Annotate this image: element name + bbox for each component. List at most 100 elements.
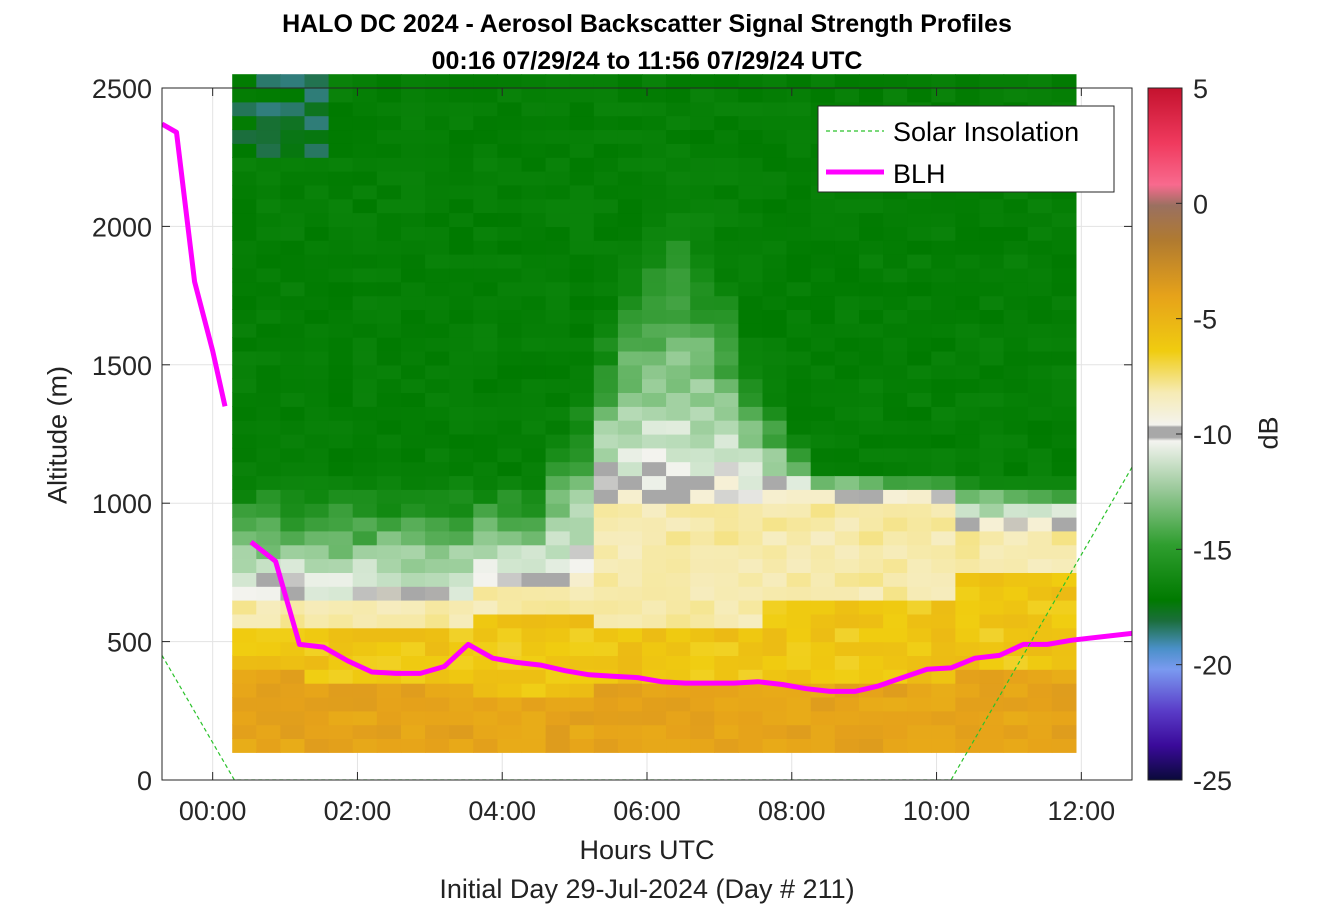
heatmap-cell [931, 74, 956, 89]
heatmap-cell [473, 240, 498, 255]
heatmap-cell [907, 738, 932, 753]
heatmap-cell [714, 281, 739, 297]
heatmap-cell [738, 351, 764, 366]
heatmap-cell [834, 337, 860, 352]
heatmap-cell [786, 378, 812, 393]
heatmap-cell [834, 544, 860, 560]
heatmap-cell [569, 530, 595, 546]
heatmap-cell [738, 240, 764, 255]
heatmap-cell [280, 738, 306, 753]
heatmap-cell [328, 212, 354, 227]
heatmap-cell [617, 295, 643, 310]
heatmap-cell [738, 420, 764, 435]
heatmap-cell [232, 641, 257, 656]
heatmap-cell [810, 655, 836, 670]
heatmap-cell [738, 461, 764, 477]
heatmap-cell [256, 281, 281, 297]
heatmap-cell [810, 710, 836, 726]
heatmap-cell [762, 212, 788, 227]
heatmap-cell [1003, 295, 1029, 310]
heatmap-cell [425, 475, 450, 490]
heatmap-cell [666, 627, 691, 643]
heatmap-cell [666, 475, 691, 490]
heatmap-cell [1051, 475, 1077, 490]
heatmap-cell [834, 517, 860, 532]
heatmap-cell [232, 724, 257, 739]
heatmap-cell [256, 171, 281, 186]
heatmap-cell [473, 738, 498, 753]
heatmap-cell [280, 309, 306, 324]
heatmap-cell [786, 240, 812, 255]
heatmap-cell [449, 254, 474, 269]
heatmap-cell [352, 143, 378, 158]
heatmap-cell [1027, 461, 1053, 477]
heatmap-cell [834, 655, 860, 670]
heatmap-cell [1027, 267, 1053, 283]
heatmap-cell [786, 226, 812, 241]
heatmap-cell [401, 309, 426, 324]
heatmap-cell [617, 530, 643, 546]
heatmap-cell [401, 420, 426, 435]
heatmap-cell [256, 641, 281, 656]
heatmap-cell [328, 171, 354, 186]
heatmap-cell [762, 697, 788, 712]
heatmap-cell [738, 198, 764, 214]
heatmap-cell [521, 392, 547, 407]
heatmap-cell [497, 641, 523, 656]
heatmap-cell [955, 74, 981, 89]
heatmap-cell [497, 738, 523, 753]
heatmap-cell [497, 558, 523, 573]
heatmap-cell [907, 295, 932, 310]
heatmap-cell [401, 254, 426, 269]
heatmap-cell [232, 586, 257, 601]
heatmap-cell [666, 351, 691, 366]
heatmap-cell [376, 697, 402, 712]
heatmap-cell [834, 697, 860, 712]
heatmap-cell [642, 184, 667, 200]
heatmap-cell [352, 212, 378, 227]
heatmap-cell [545, 198, 571, 214]
heatmap-cell [376, 530, 402, 546]
heatmap-cell [714, 115, 739, 131]
heatmap-cell [1003, 627, 1029, 643]
heatmap-cell [521, 254, 547, 269]
heatmap-cell [545, 434, 571, 449]
heatmap-cell [1051, 461, 1077, 477]
heatmap-cell [328, 697, 354, 712]
heatmap-cell [352, 697, 378, 712]
heatmap-cell [859, 613, 884, 629]
heatmap-cell [907, 392, 932, 407]
heatmap-cell [762, 489, 788, 504]
heatmap-cell [714, 530, 739, 546]
heatmap-cell [256, 212, 281, 227]
heatmap-cell [232, 447, 257, 463]
heatmap-cell [256, 517, 281, 532]
heatmap-cell [955, 447, 981, 463]
heatmap-cell [786, 669, 812, 684]
heatmap-cell [834, 447, 860, 463]
heatmap-cell [714, 447, 739, 463]
heatmap-cell [232, 240, 257, 255]
heatmap-cell [762, 710, 788, 726]
heatmap-cell [401, 88, 426, 103]
heatmap-cell [497, 420, 523, 435]
heatmap-cell [256, 627, 281, 643]
heatmap-cell [280, 198, 306, 214]
heatmap-cell [666, 600, 691, 615]
heatmap-cell [666, 724, 691, 739]
heatmap-cell [425, 461, 450, 477]
heatmap-cell [497, 406, 523, 421]
heatmap-cell [545, 406, 571, 421]
legend-label-blh: BLH [893, 159, 946, 189]
heatmap-cell [931, 281, 956, 297]
heatmap-cell [328, 669, 354, 684]
heatmap-cell [593, 434, 619, 449]
heatmap-cell [352, 447, 378, 463]
heatmap-cell [810, 697, 836, 712]
heatmap-cell [834, 641, 860, 656]
heatmap-cell [859, 281, 884, 297]
heatmap-cell [955, 572, 981, 587]
heatmap-cell [497, 669, 523, 684]
heatmap-cell [859, 378, 884, 393]
